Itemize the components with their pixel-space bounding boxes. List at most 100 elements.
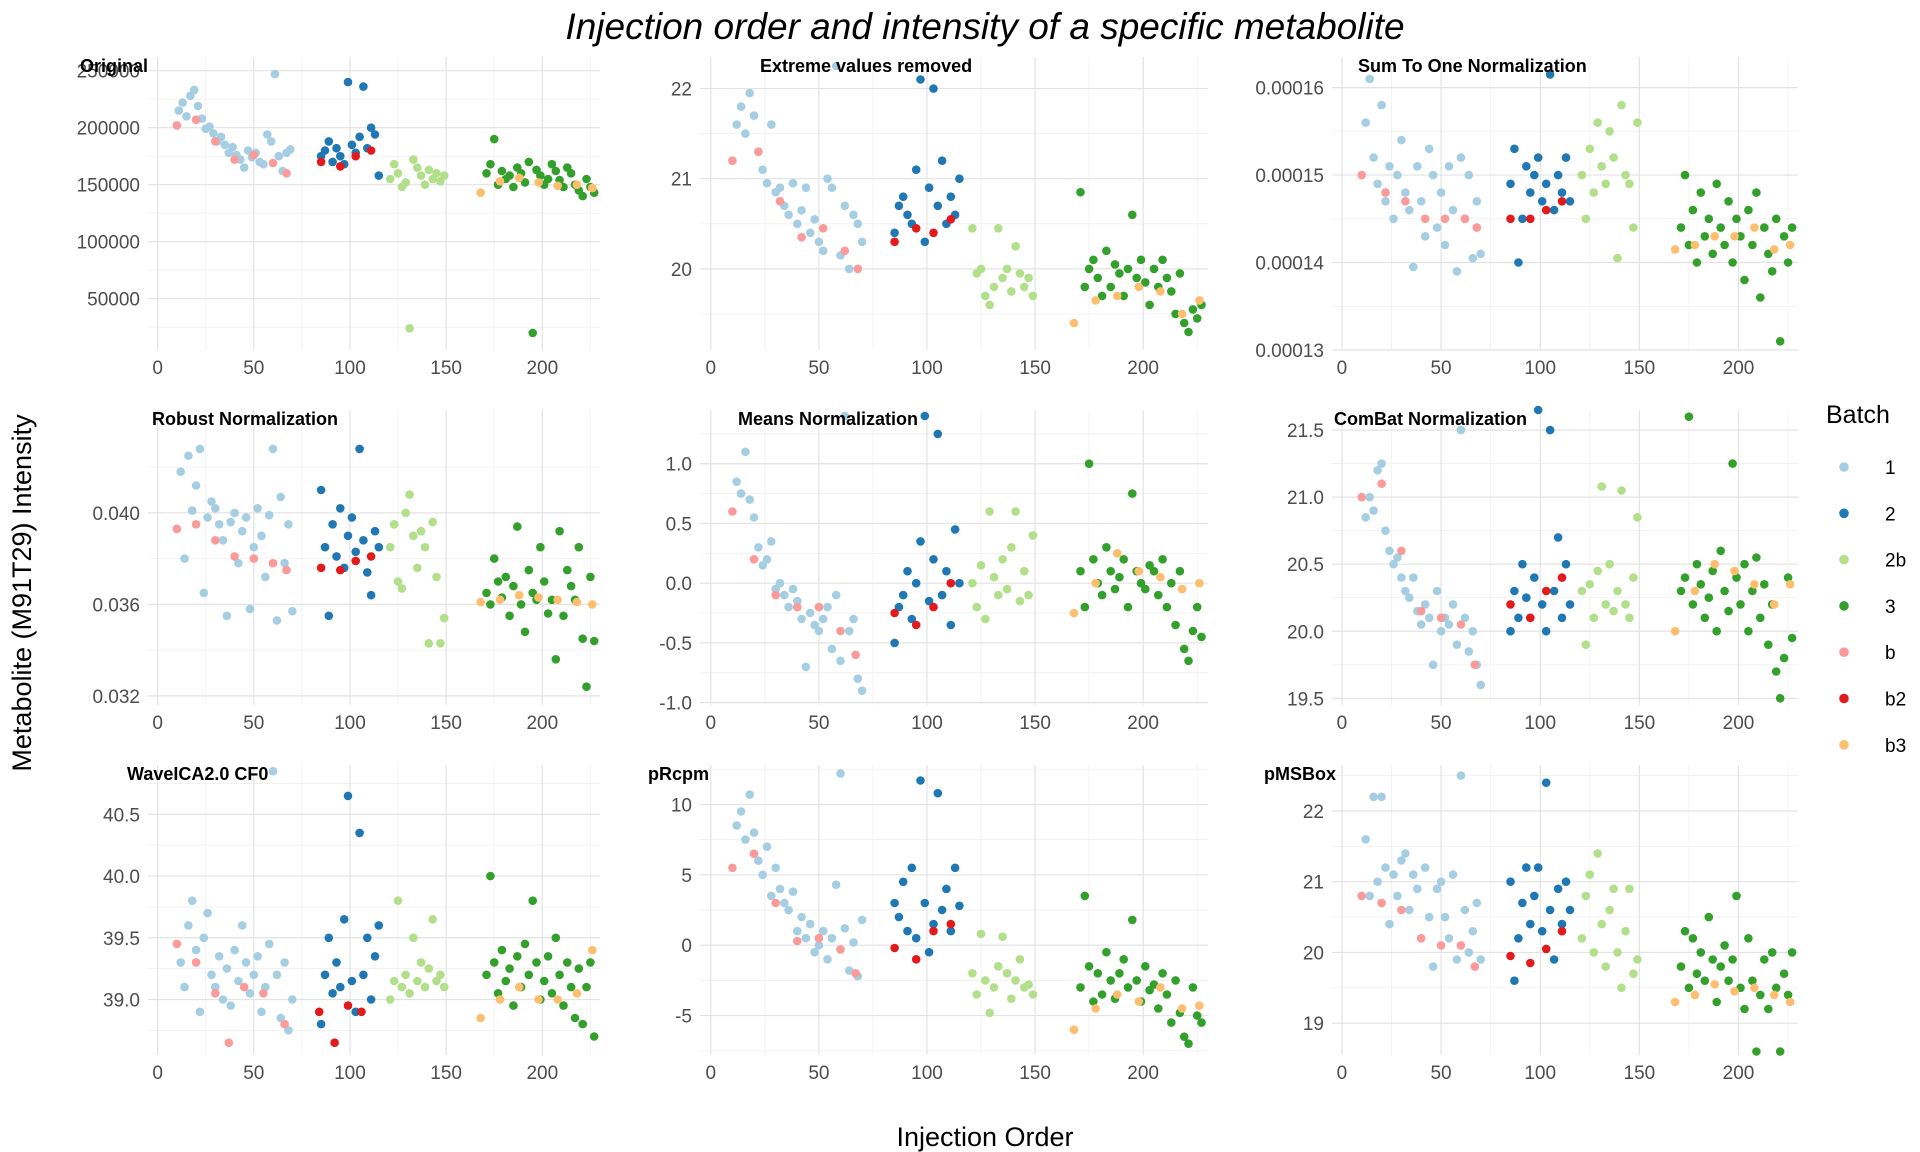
point-batch-1 — [214, 520, 224, 529]
x-tick-label: 50 — [808, 1063, 829, 1084]
point-batch-3 — [1771, 667, 1781, 676]
point-batch-2b — [432, 976, 441, 986]
point-batch-2b — [1617, 983, 1626, 993]
point-batch-2b — [439, 982, 449, 992]
point-batch-b3 — [1069, 1025, 1079, 1034]
point-batch-3 — [1767, 267, 1777, 276]
x-tick-label: 100 — [1524, 358, 1556, 379]
point-batch-2 — [903, 210, 912, 220]
point-batch-1 — [767, 891, 776, 901]
point-batch-1 — [272, 616, 282, 625]
point-batch-2b — [972, 990, 981, 999]
point-batch-2 — [1530, 170, 1539, 180]
point-batch-1 — [280, 558, 289, 568]
point-batch-1 — [274, 151, 284, 161]
point-batch-b — [793, 936, 802, 946]
point-batch-1 — [1424, 912, 1434, 922]
point-batch-3 — [1154, 1004, 1163, 1013]
x-tick-label: 150 — [1019, 713, 1051, 734]
panel-title: Sum To One Normalization — [1358, 56, 1587, 76]
point-batch-1 — [1440, 240, 1450, 250]
point-batch-2 — [911, 165, 921, 174]
point-batch-b3 — [1112, 549, 1122, 558]
point-batch-b — [230, 552, 239, 561]
point-batch-3 — [1192, 602, 1202, 612]
legend: Batch 1 2 2b 3 b b2 b3 — [1826, 401, 1906, 757]
point-batch-2b — [1593, 566, 1602, 576]
chart-title: Injection order and intensity of a speci… — [565, 6, 1404, 47]
point-batch-3 — [1084, 962, 1094, 971]
point-batch-2 — [942, 566, 951, 576]
y-tick-label: 21.0 — [1287, 488, 1324, 509]
point-batch-1 — [182, 112, 191, 121]
point-batch-2b — [1585, 870, 1595, 879]
point-batch-3 — [1167, 1018, 1176, 1027]
point-batch-2 — [890, 898, 899, 908]
panel-2: 0 50 100 150 200 20 21 22 Extreme values removed — [671, 56, 1208, 379]
point-batch-3 — [1076, 983, 1085, 992]
point-batch-2 — [355, 444, 364, 454]
point-batch-2 — [363, 568, 372, 577]
point-batch-3 — [570, 1013, 580, 1023]
point-batch-3 — [1740, 559, 1749, 569]
point-batch-b — [172, 524, 182, 534]
point-batch-b2 — [911, 620, 921, 630]
point-batch-3 — [1119, 955, 1128, 964]
point-batch-2 — [1514, 613, 1523, 623]
point-batch-3 — [1084, 459, 1094, 469]
point-batch-b3 — [1730, 566, 1739, 576]
point-batch-2 — [1522, 863, 1531, 872]
point-batch-1 — [1405, 593, 1414, 602]
point-batch-1 — [1432, 586, 1442, 596]
point-batch-2 — [370, 952, 380, 961]
point-batch-3 — [1162, 273, 1172, 283]
point-batch-2b — [1024, 980, 1033, 989]
y-tick-label: 0.00014 — [1255, 254, 1324, 275]
point-batch-b3 — [534, 593, 543, 602]
point-batch-1 — [797, 912, 806, 922]
point-batch-b3 — [553, 995, 562, 1004]
point-batch-b2 — [929, 228, 938, 238]
point-batch-2b — [1633, 513, 1642, 522]
x-tick-label: 200 — [1723, 358, 1755, 379]
y-tick-label: 0.040 — [92, 504, 140, 525]
point-batch-2b — [1577, 934, 1587, 943]
point-batch-1 — [1389, 214, 1398, 224]
point-batch-2b — [968, 969, 977, 978]
point-batch-1 — [805, 919, 815, 929]
point-batch-1 — [1432, 884, 1442, 894]
y-tick-label: 39.0 — [103, 990, 140, 1011]
point-batch-b2 — [1557, 197, 1567, 206]
x-tick-label: 150 — [1624, 358, 1656, 379]
point-batch-2 — [1537, 926, 1547, 936]
point-batch-b — [1416, 606, 1426, 616]
point-batch-1 — [1409, 573, 1418, 582]
point-batch-3 — [486, 871, 495, 881]
point-batch-b3 — [1710, 980, 1719, 989]
point-batch-1 — [767, 120, 776, 129]
point-batch-b — [793, 602, 802, 612]
point-batch-2 — [1549, 586, 1559, 596]
point-batch-3 — [1158, 555, 1167, 564]
point-batch-2 — [1510, 586, 1519, 596]
point-batch-3 — [1145, 561, 1154, 570]
y-tick-label: 0.0 — [666, 574, 692, 595]
point-batch-1 — [263, 130, 272, 139]
point-batch-1 — [754, 543, 763, 552]
y-tick-label: 40.0 — [103, 867, 140, 888]
point-batch-2 — [355, 828, 364, 838]
point-batch-b3 — [1690, 240, 1700, 250]
y-tick-label: 150000 — [77, 176, 140, 197]
point-batch-3 — [1110, 260, 1120, 269]
point-batch-1 — [1448, 205, 1458, 215]
point-batch-2 — [929, 555, 938, 564]
point-batch-3 — [1188, 983, 1198, 992]
point-batch-1 — [762, 842, 772, 851]
point-batch-1 — [823, 174, 832, 183]
point-batch-3 — [1696, 580, 1706, 589]
point-batch-3 — [1740, 275, 1749, 285]
point-batch-3 — [1192, 1011, 1202, 1020]
point-batch-3 — [1708, 566, 1717, 576]
point-batch-b3 — [1112, 291, 1122, 301]
point-batch-2b — [989, 282, 999, 292]
